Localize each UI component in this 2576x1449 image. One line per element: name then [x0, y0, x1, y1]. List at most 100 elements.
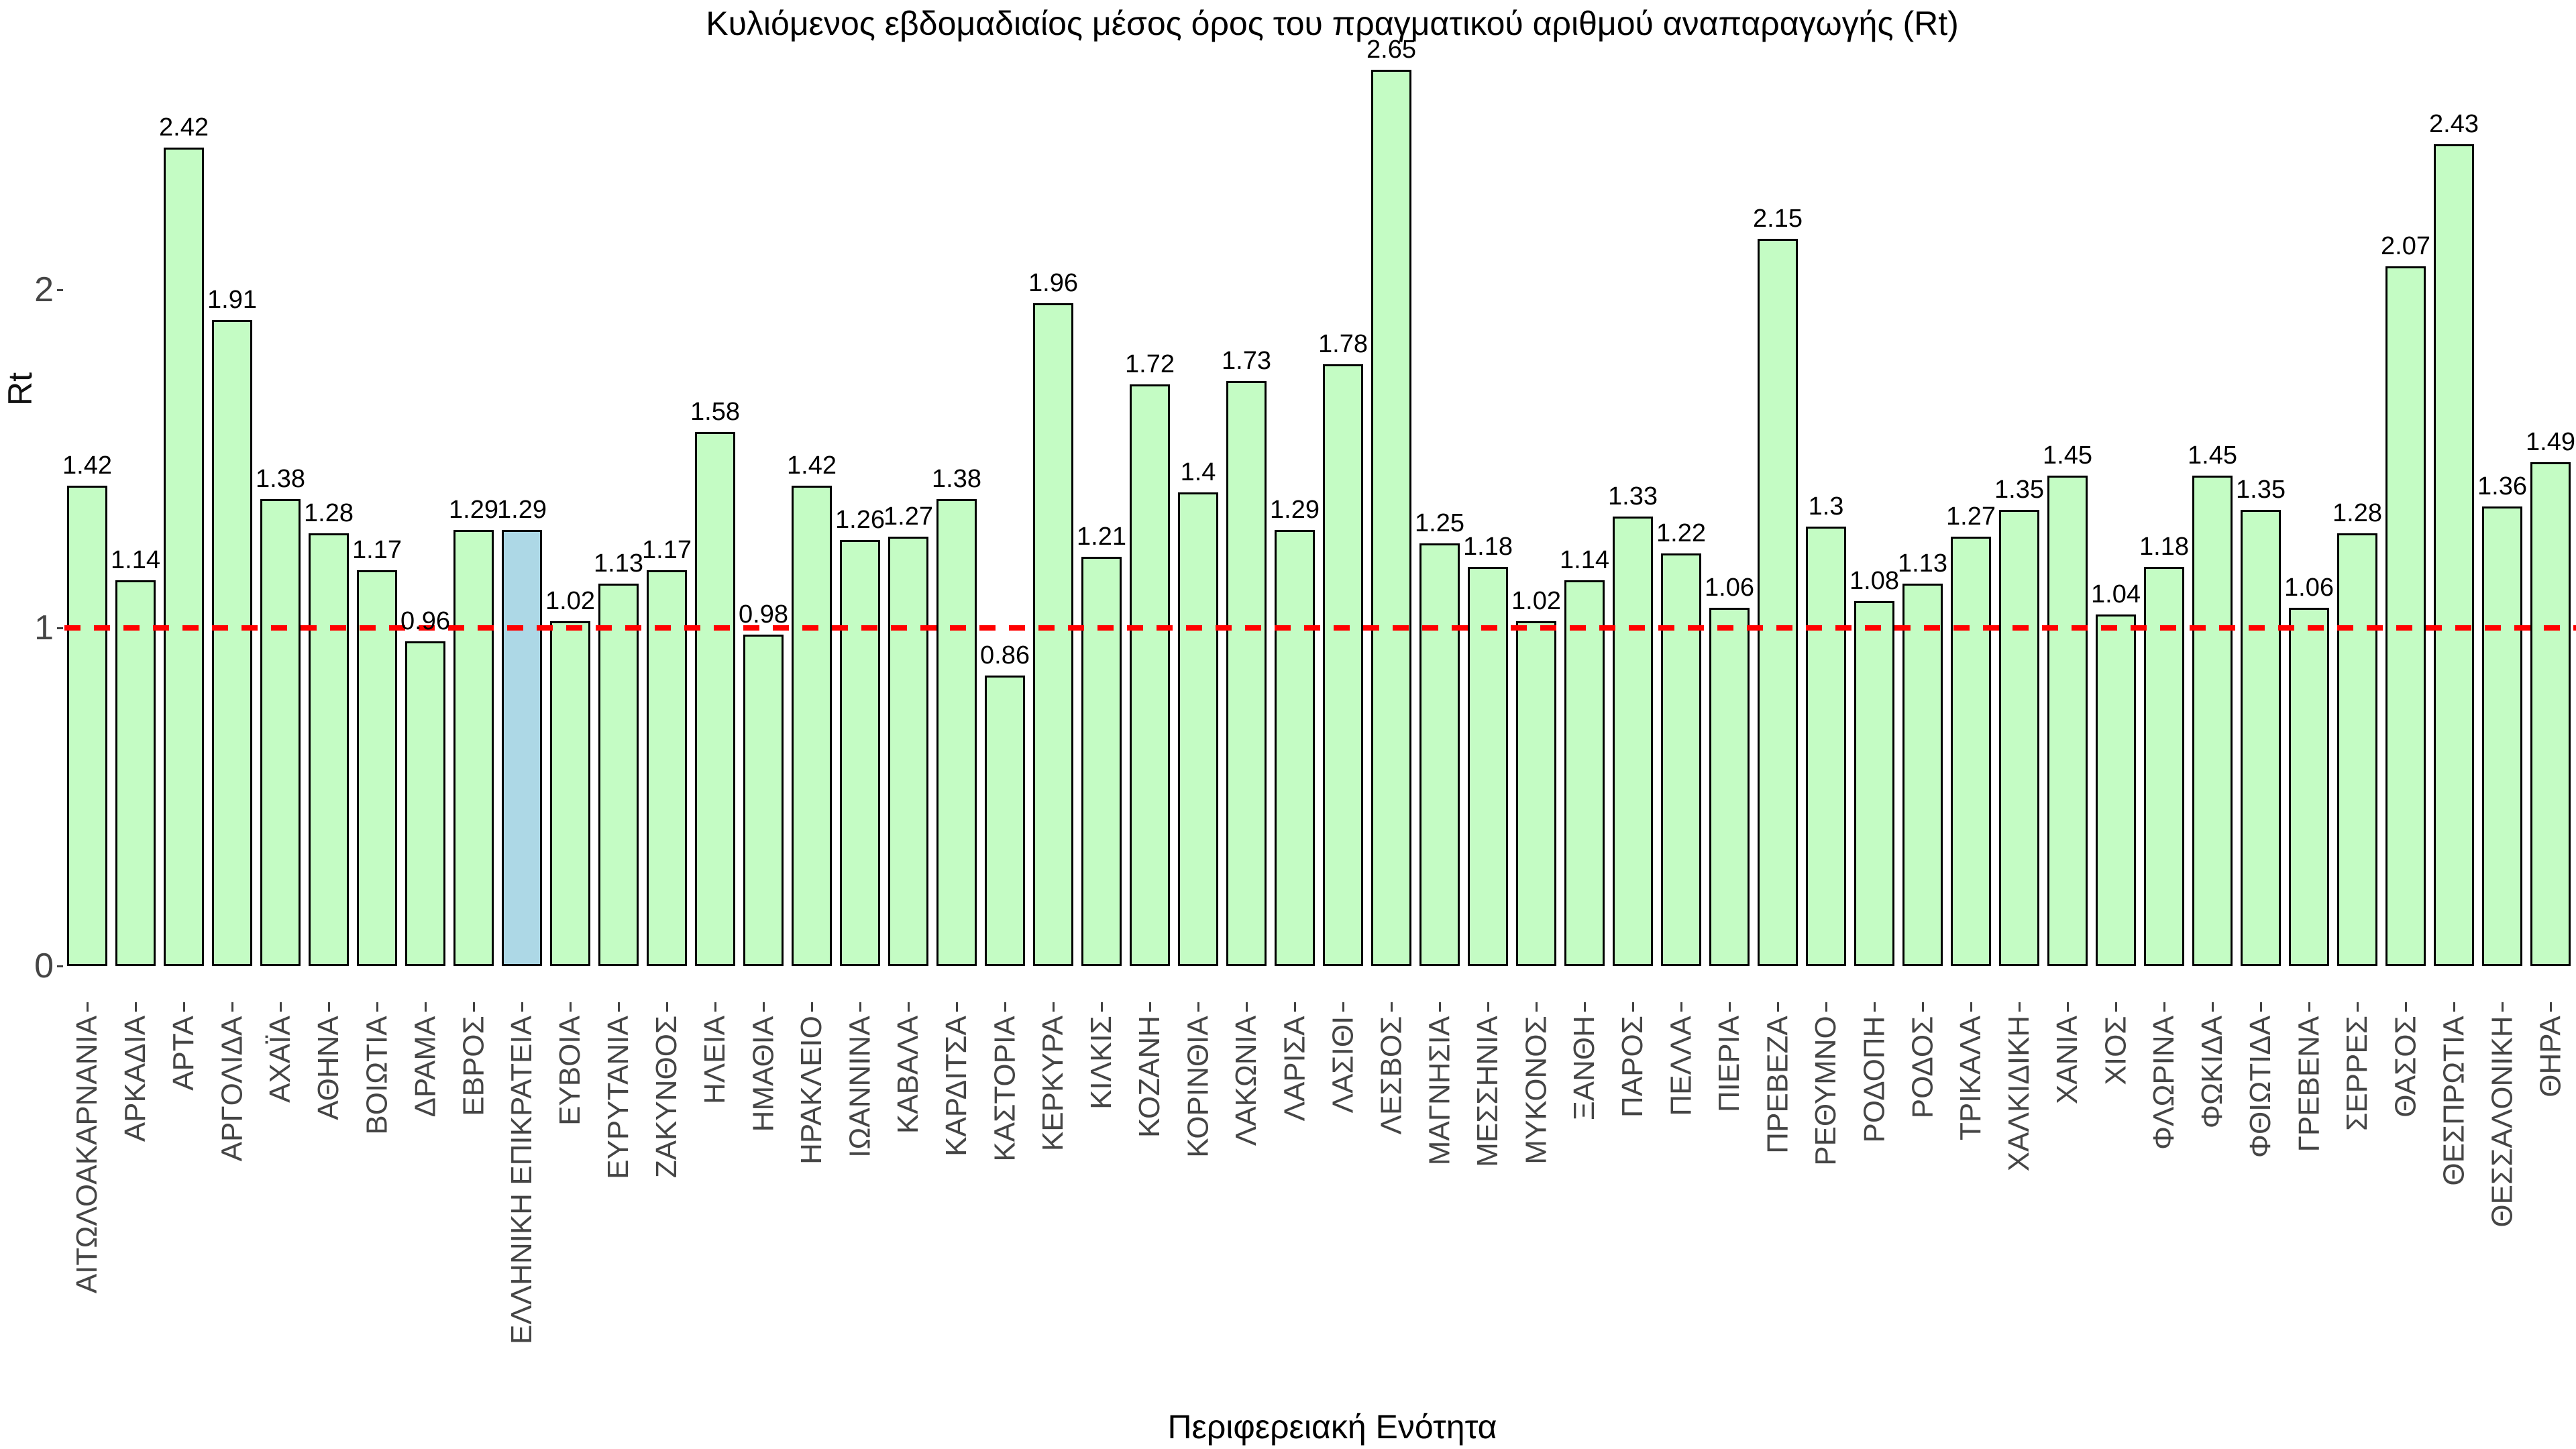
bar-value-label: 0.96 [400, 607, 450, 636]
x-tick-mark [859, 1002, 861, 1012]
x-tick-label: ΤΡΙΚΑΛΑ [1953, 1016, 1987, 1140]
x-tick-label: ΜΕΣΣΗΝΙΑ [1470, 1016, 1504, 1167]
x-tick-label: ΘΗΡΑ [2534, 1015, 2567, 1097]
bar [985, 675, 1025, 966]
x-tick-mark [2259, 1002, 2262, 1012]
x-tick-mark [1004, 1002, 1006, 1012]
bar [1516, 621, 1556, 966]
x-tick-mark [2501, 1002, 2504, 1012]
bar [1468, 567, 1508, 966]
x-tick-mark [665, 1002, 668, 1012]
y-tick-mark [57, 965, 63, 967]
bar-value-label: 1.18 [1463, 533, 1513, 561]
x-tick-mark [762, 1002, 765, 1012]
bar-value-label: 1.17 [352, 536, 402, 565]
x-tick-mark [2453, 1002, 2455, 1012]
x-tick-label: ΗΜΑΘΙΑ [746, 1016, 780, 1132]
x-tick-mark [1148, 1002, 1151, 1012]
x-tick-label: ΑΡΚΑΔΙΑ [119, 1015, 152, 1142]
bar [1419, 543, 1460, 966]
x-tick-mark [2066, 1002, 2069, 1012]
x-tick-label: ΛΑΚΩΝΙΑ [1230, 1015, 1263, 1146]
bar-value-label: 1.14 [1560, 546, 1609, 575]
bar [357, 570, 397, 966]
x-tick-label: ΠΡΕΒΕΖΑ [1761, 1015, 1794, 1154]
bar [695, 431, 735, 966]
x-tick-mark [1487, 1002, 1489, 1012]
bar-value-label: 2.42 [159, 113, 209, 142]
x-tick-label: ΠΑΡΟΣ [1615, 1016, 1649, 1118]
bar-value-label: 1.02 [1511, 586, 1561, 615]
bar [936, 499, 977, 966]
x-tick-label: ΗΛΕΙΑ [698, 1015, 732, 1105]
x-tick-label: ΦΛΩΡΙΝΑ [2147, 1015, 2181, 1150]
bar [1226, 381, 1267, 966]
x-tick-mark [1970, 1002, 1972, 1012]
x-tick-mark [1680, 1002, 1682, 1012]
y-tick-label: 2 [34, 270, 54, 309]
y-tick-mark [57, 627, 63, 629]
x-tick-label: ΧΙΟΣ [2099, 1016, 2132, 1085]
bar [2241, 509, 2281, 966]
bar [743, 635, 784, 966]
x-tick-label: ΘΕΣΣΑΛΟΝΙΚΗ [2485, 1015, 2519, 1228]
bar [164, 148, 204, 966]
x-tick-label: ΑΘΗΝΑ [311, 1016, 345, 1120]
x-tick-label: ΞΑΝΘΗ [1567, 1016, 1601, 1120]
x-tick-mark [182, 1002, 185, 1012]
bar [1033, 303, 1073, 966]
x-tick-mark [1583, 1002, 1586, 1012]
x-tick-mark [1100, 1002, 1103, 1012]
bar-value-label: 2.43 [2429, 110, 2479, 139]
x-tick-mark [1052, 1002, 1055, 1012]
bar [405, 641, 445, 966]
bar [2434, 144, 2474, 966]
x-tick-label: ΘΑΣΟΣ [2389, 1015, 2422, 1118]
bar [212, 320, 252, 966]
x-tick-label: ΚΟΡΙΝΘΙΑ [1181, 1015, 1215, 1158]
bar-value-label: 1.13 [1898, 549, 1947, 578]
bar-highlighted [502, 529, 542, 966]
x-tick-label: ΑΙΤΩΛΟΑΚΑΡΝΑΝΙΑ [70, 1015, 104, 1294]
x-tick-label: ΘΕΣΠΡΩΤΙΑ [2437, 1015, 2471, 1186]
bar [2096, 614, 2136, 966]
x-tick-label: ΠΕΛΛΑ [1664, 1015, 1698, 1116]
x-tick-mark [86, 1002, 89, 1012]
bar-value-label: 1.33 [1608, 482, 1658, 511]
bar-value-label: 1.13 [594, 549, 643, 578]
x-tick-label: ΜΑΓΝΗΣΙΑ [1422, 1016, 1456, 1165]
bar [115, 580, 156, 966]
x-tick-mark [617, 1002, 620, 1012]
x-tick-mark [2356, 1002, 2359, 1012]
x-tick-mark [424, 1002, 427, 1012]
x-tick-label: ΛΑΣΙΘΙ [1326, 1016, 1359, 1113]
x-tick-label: ΚΑΡΔΙΤΣΑ [939, 1016, 973, 1157]
bar-value-label: 1.27 [883, 502, 933, 531]
bar [309, 533, 349, 966]
bar-value-label: 1.28 [304, 498, 354, 527]
bar-value-label: 1.4 [1180, 458, 1216, 487]
bar [888, 536, 928, 966]
x-tick-mark [1873, 1002, 1876, 1012]
bar-value-label: 1.91 [207, 286, 257, 315]
x-tick-label: ΑΧΑΪΑ [263, 1016, 297, 1103]
bar [1178, 492, 1218, 966]
x-tick-mark [810, 1002, 813, 1012]
x-tick-label: ΧΑΝΙΑ [2051, 1015, 2084, 1105]
x-tick-mark [231, 1002, 233, 1012]
x-tick-mark [907, 1002, 910, 1012]
x-tick-label: ΙΩΑΝΝΙΝΑ [843, 1015, 877, 1158]
bar-value-label: 1.49 [2526, 428, 2575, 457]
bar [2530, 462, 2571, 966]
bar [792, 486, 832, 966]
x-tick-mark [1728, 1002, 1731, 1012]
x-tick-mark [1631, 1002, 1634, 1012]
bar [1323, 364, 1363, 966]
bar-value-label: 2.15 [1753, 205, 1803, 233]
bar-value-label: 1.06 [1705, 573, 1754, 602]
reference-line-rt-1 [64, 625, 2576, 631]
x-axis-title: Περιφερειακή Ενότητα [1167, 1408, 1497, 1446]
x-tick-mark [1245, 1002, 1248, 1012]
x-tick-label: ΜΥΚΟΝΟΣ [1519, 1015, 1553, 1165]
